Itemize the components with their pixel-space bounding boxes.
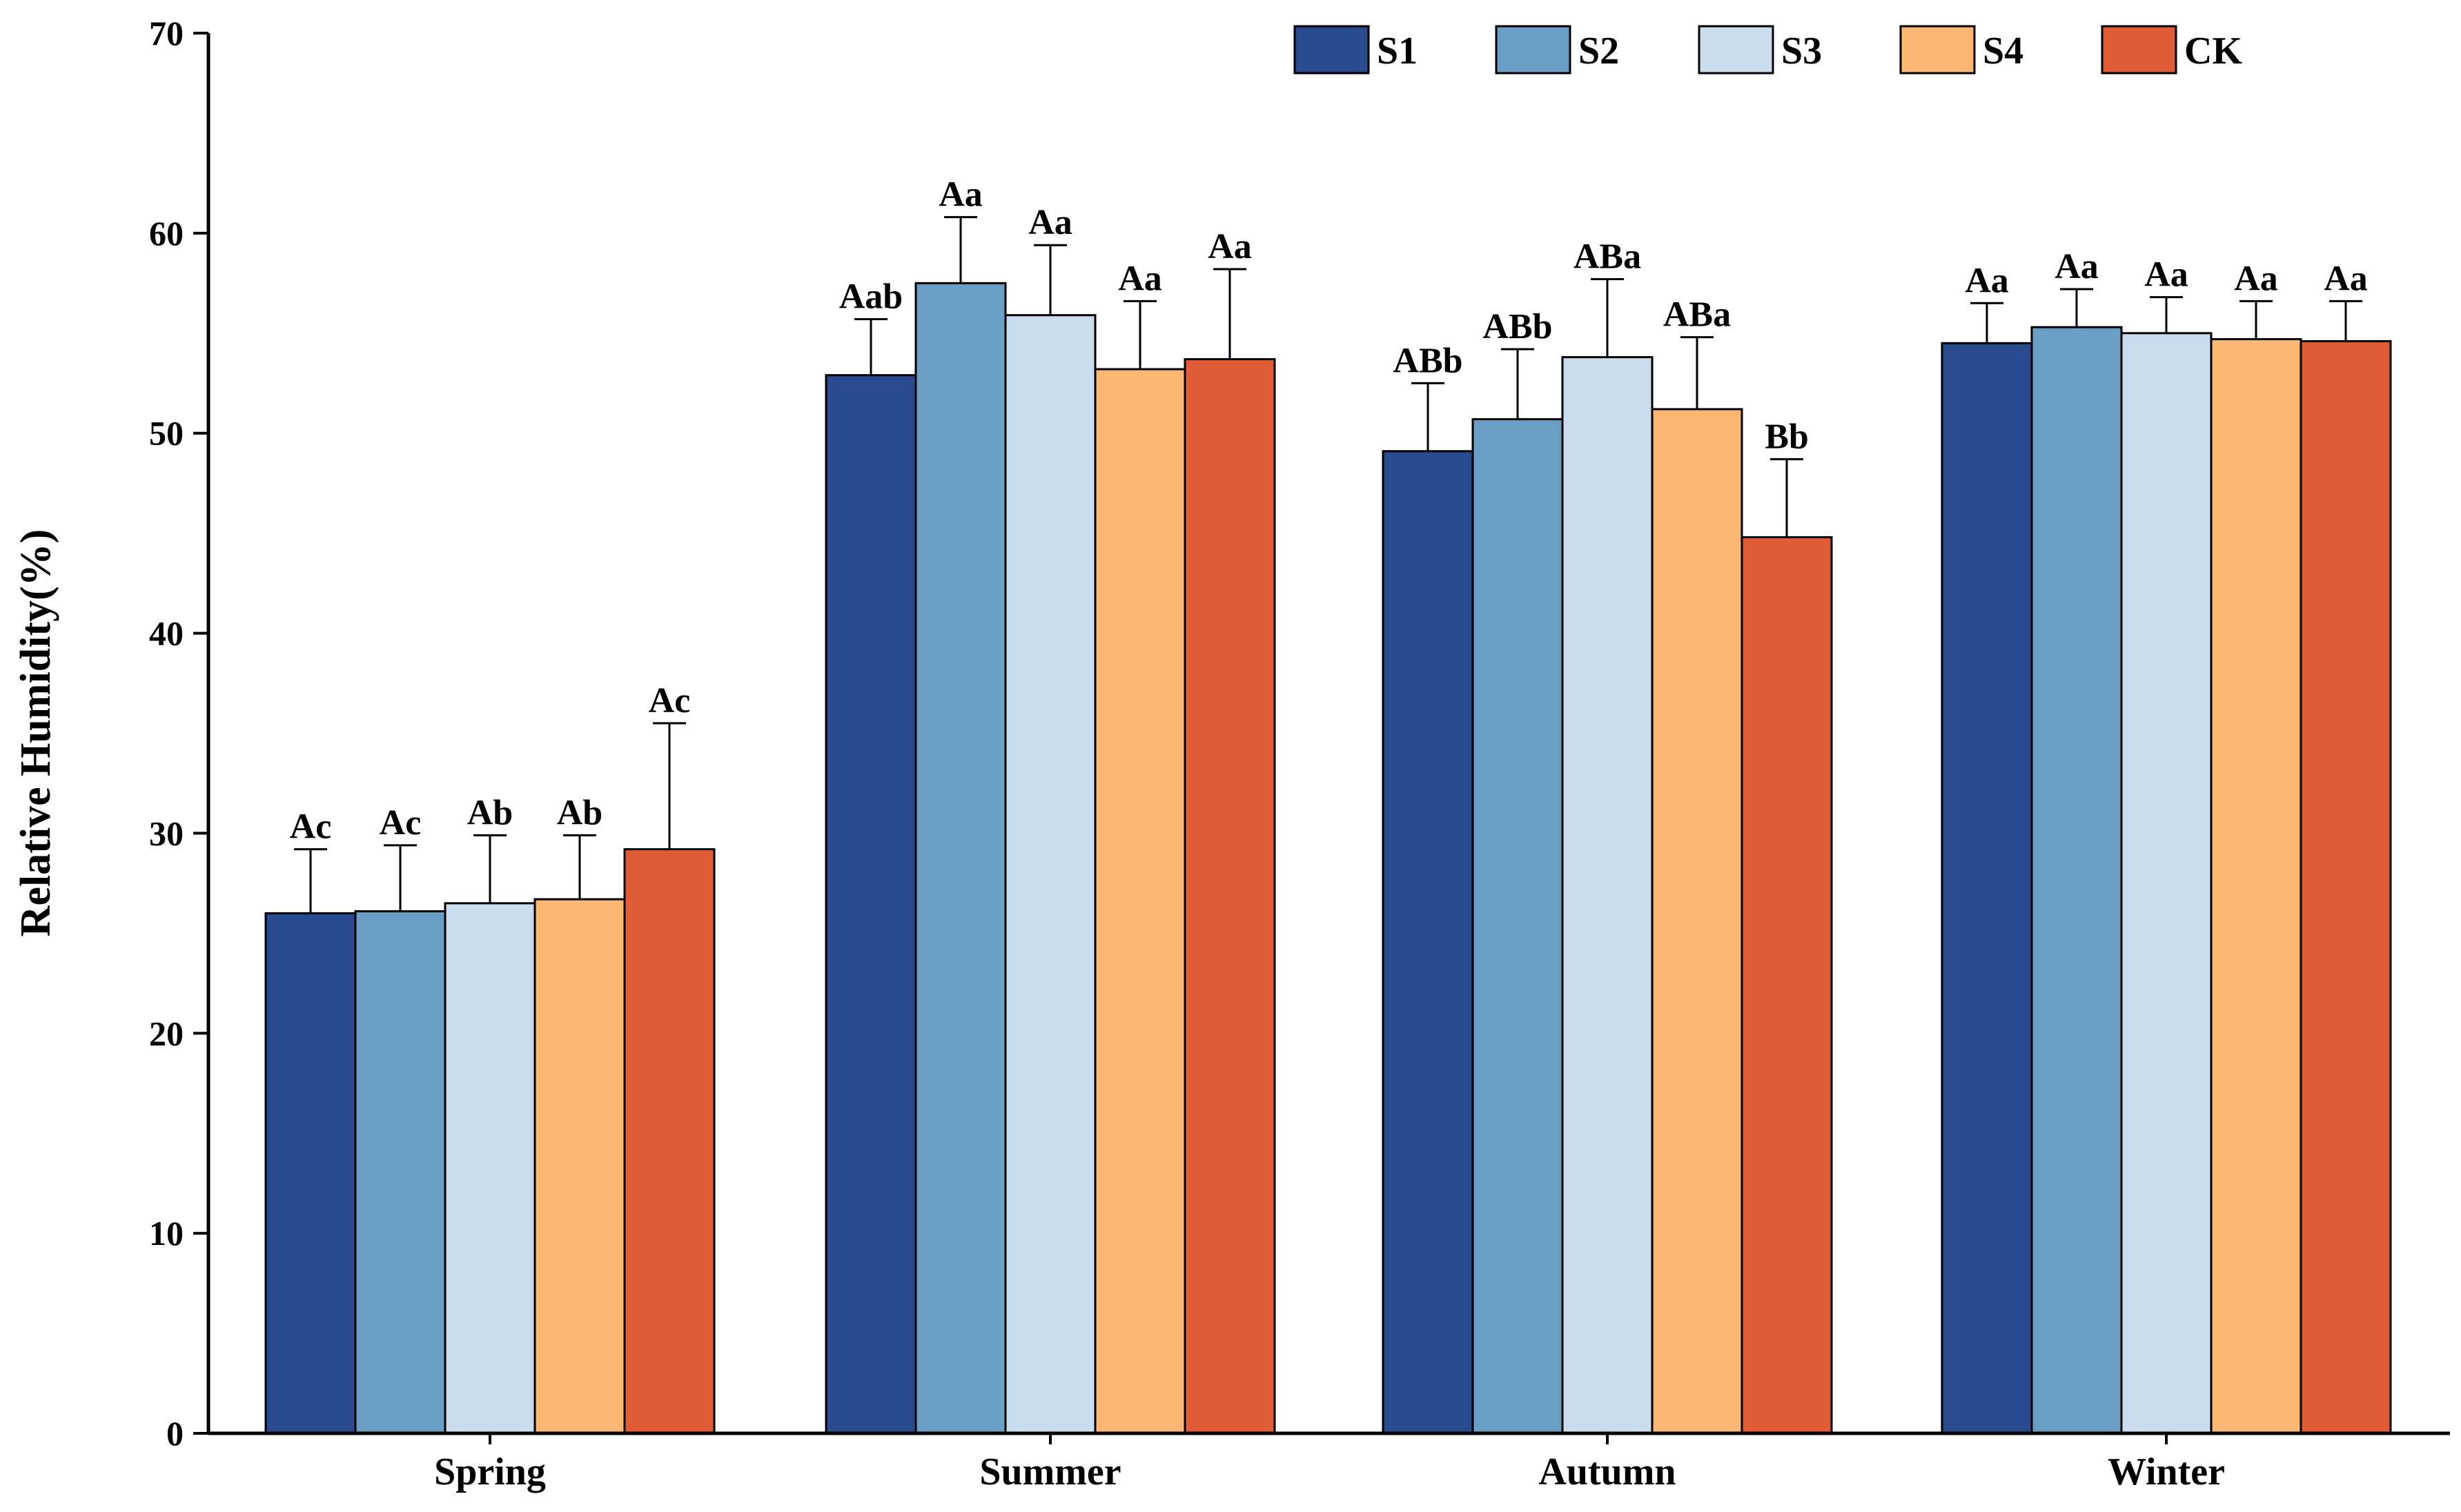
bar-ck-spring [623, 848, 716, 1435]
bar-s1-spring [264, 912, 357, 1435]
legend-label-s2: S2 [1578, 30, 1619, 72]
bar-s3-autumn [1561, 356, 1654, 1435]
legend-label-s4: S4 [1983, 30, 2023, 72]
significance-label: Bb [1765, 417, 1809, 456]
bars-layer [264, 282, 2392, 1435]
bar-s2-summer [914, 282, 1007, 1435]
error-bars-layer [294, 216, 2362, 914]
significance-label: Aa [1118, 259, 1162, 298]
y-tick-label: 30 [149, 814, 184, 852]
x-category-label: Spring [434, 1451, 546, 1493]
bar-s4-winter [2210, 337, 2302, 1435]
significance-label: ABa [1663, 295, 1731, 335]
significance-label: ABb [1482, 307, 1552, 346]
bar-s4-spring [533, 898, 626, 1435]
x-category-labels: Spring Summer Autumn Winter [434, 1433, 2225, 1493]
y-tick-label: 50 [149, 414, 184, 453]
legend-swatch-ck [2101, 25, 2177, 75]
bar-ck-winter [2300, 340, 2392, 1435]
y-tick-label: 70 [149, 14, 184, 52]
legend-label-s1: S1 [1377, 30, 1418, 72]
bar-s3-winter [2120, 332, 2213, 1435]
significance-label: Aa [939, 175, 983, 215]
bar-s4-summer [1094, 368, 1186, 1435]
significance-label: Ac [290, 807, 332, 847]
significance-label: Aa [2324, 259, 2368, 298]
significance-label: Ab [557, 793, 602, 832]
significance-label: Ab [467, 793, 513, 832]
legend-swatch-s2 [1495, 25, 1571, 75]
significance-label: Ac [380, 803, 422, 843]
bar-s4-autumn [1651, 408, 1743, 1435]
axes-layer [206, 33, 2450, 1435]
significance-label: Aa [2234, 259, 2278, 298]
y-tick-label: 0 [166, 1414, 184, 1453]
significance-label: Aa [1208, 227, 1252, 266]
significance-labels: Ac Ac Ab Ab Ac Aab Aa Aa Aa Aa ABb ABb ABa ABa Bb Aa Aa A… [290, 175, 2368, 847]
y-tick-label: 20 [149, 1014, 184, 1052]
significance-label: ABa [1573, 237, 1641, 277]
bar-s3-spring [444, 902, 536, 1435]
legend-label-ck: CK [2184, 30, 2242, 72]
bar-s3-summer [1004, 314, 1097, 1435]
significance-label: Aa [2144, 255, 2188, 295]
legend-swatch-s3 [1698, 25, 1774, 75]
significance-label: Aa [1028, 203, 1072, 242]
significance-label: Ac [649, 681, 691, 720]
legend-label-s3: S3 [1781, 30, 1822, 72]
y-tick-label: 10 [149, 1214, 184, 1253]
x-category-label: Winter [2108, 1451, 2225, 1493]
x-category-label: Summer [979, 1451, 1121, 1493]
bar-s1-winter [1941, 342, 2033, 1435]
y-ticks: 0 10 20 30 40 50 60 70 [149, 14, 208, 1453]
y-axis-title: Relative Humidity(%) [12, 529, 59, 937]
bar-ck-summer [1184, 357, 1276, 1435]
legend-swatch-s1 [1293, 25, 1370, 75]
y-tick-label: 60 [149, 214, 184, 253]
y-tick-label: 40 [149, 614, 184, 653]
bar-s1-autumn [1382, 450, 1474, 1435]
legend-swatch-s4 [1899, 25, 1976, 75]
significance-label: ABb [1393, 341, 1462, 380]
bar-s2-spring [354, 910, 447, 1435]
bar-s2-winter [2030, 326, 2123, 1435]
significance-label: Aab [839, 277, 903, 316]
bar-s1-summer [825, 374, 917, 1435]
legend: S1 S2 S3 S4 CK [1293, 25, 2242, 75]
bar-ck-autumn [1741, 536, 1833, 1435]
significance-label: Aa [2055, 247, 2099, 286]
bar-s2-autumn [1471, 418, 1564, 1435]
x-category-label: Autumn [1538, 1451, 1676, 1493]
significance-label: Aa [1965, 261, 2009, 300]
